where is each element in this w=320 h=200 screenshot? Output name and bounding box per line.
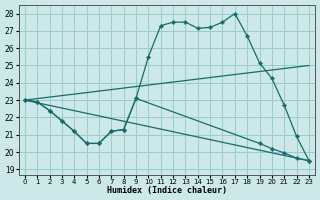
X-axis label: Humidex (Indice chaleur): Humidex (Indice chaleur) [107,186,227,195]
